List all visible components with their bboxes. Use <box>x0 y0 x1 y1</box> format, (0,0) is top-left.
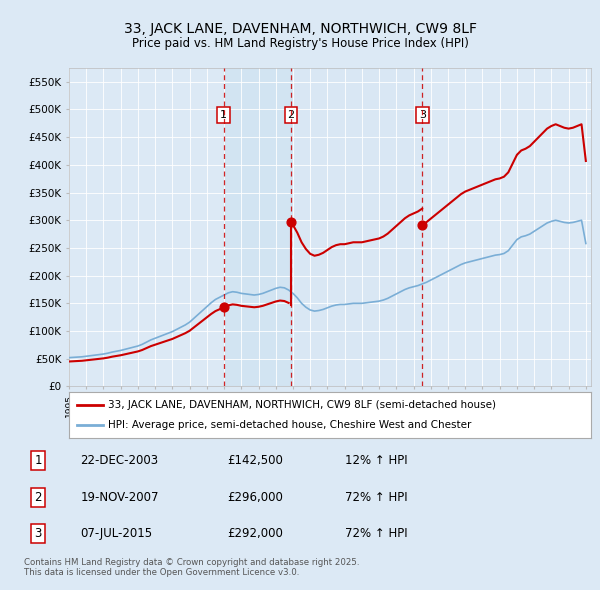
Text: 3: 3 <box>419 110 426 120</box>
Text: 33, JACK LANE, DAVENHAM, NORTHWICH, CW9 8LF (semi-detached house): 33, JACK LANE, DAVENHAM, NORTHWICH, CW9 … <box>108 400 496 410</box>
Text: 2: 2 <box>287 110 295 120</box>
Text: 1: 1 <box>34 454 42 467</box>
Text: Price paid vs. HM Land Registry's House Price Index (HPI): Price paid vs. HM Land Registry's House … <box>131 37 469 50</box>
Point <box>286 218 296 227</box>
Text: 72% ↑ HPI: 72% ↑ HPI <box>346 490 408 504</box>
Text: £142,500: £142,500 <box>227 454 283 467</box>
Text: 22-DEC-2003: 22-DEC-2003 <box>80 454 158 467</box>
Bar <box>291 68 422 386</box>
Text: Contains HM Land Registry data © Crown copyright and database right 2025.
This d: Contains HM Land Registry data © Crown c… <box>24 558 359 577</box>
Text: 07-JUL-2015: 07-JUL-2015 <box>80 527 152 540</box>
Bar <box>224 68 291 386</box>
Text: 33, JACK LANE, DAVENHAM, NORTHWICH, CW9 8LF: 33, JACK LANE, DAVENHAM, NORTHWICH, CW9 … <box>124 22 476 37</box>
Text: 1: 1 <box>220 110 227 120</box>
Text: £292,000: £292,000 <box>227 527 283 540</box>
Text: £296,000: £296,000 <box>227 490 283 504</box>
Point <box>219 303 229 312</box>
Point <box>418 220 427 230</box>
Text: 2: 2 <box>34 490 42 504</box>
Text: 12% ↑ HPI: 12% ↑ HPI <box>346 454 408 467</box>
Text: 19-NOV-2007: 19-NOV-2007 <box>80 490 159 504</box>
Text: 3: 3 <box>34 527 42 540</box>
Text: HPI: Average price, semi-detached house, Cheshire West and Chester: HPI: Average price, semi-detached house,… <box>108 420 472 430</box>
Text: 72% ↑ HPI: 72% ↑ HPI <box>346 527 408 540</box>
